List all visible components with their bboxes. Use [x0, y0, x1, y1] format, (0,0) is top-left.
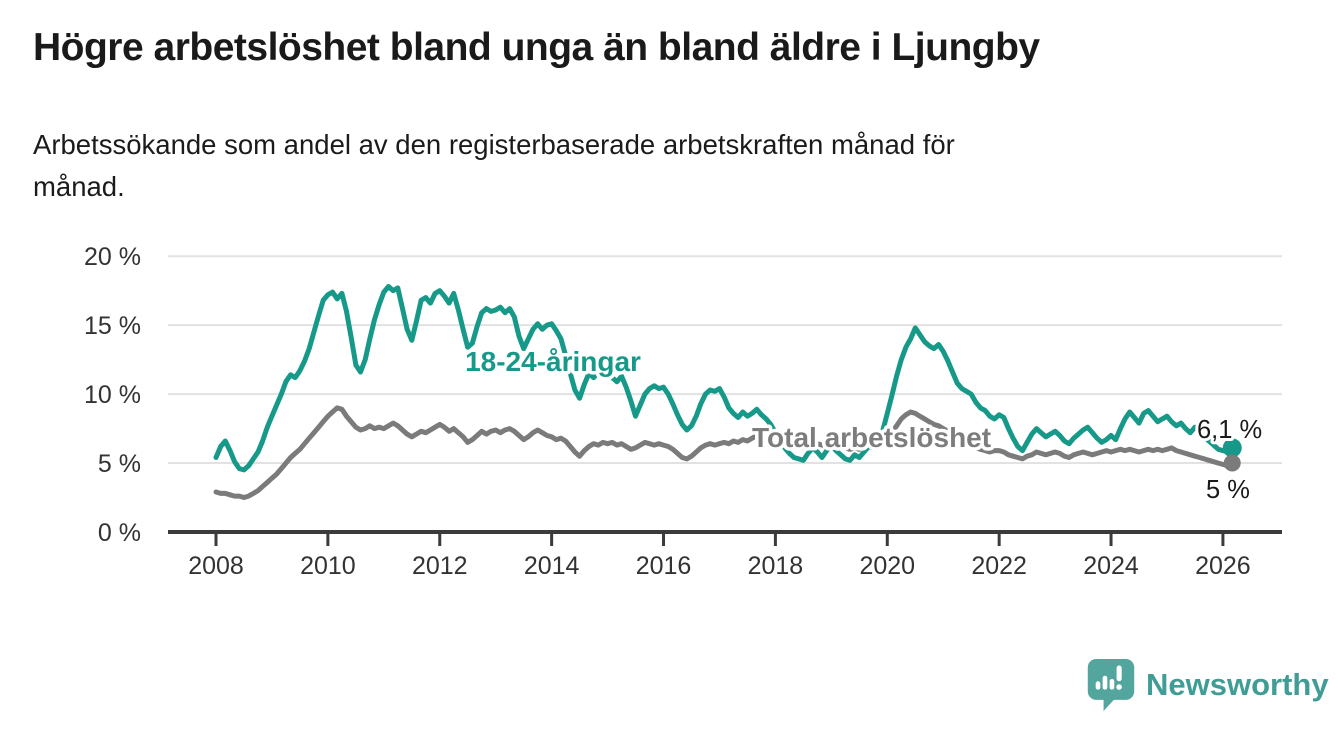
chart-subtitle: Arbetssökande som andel av den registerb…	[33, 124, 1253, 208]
x-axis-label: 2010	[300, 552, 356, 580]
x-axis-label: 2016	[636, 552, 692, 580]
series-line-18-24-åringar	[213, 284, 1235, 473]
y-axis-label: 20 %	[84, 243, 141, 271]
series-label-Total arbetslöshet: Total arbetslöshet	[752, 422, 991, 453]
y-axis-label: 15 %	[84, 312, 141, 340]
x-axis-label: 2024	[1083, 552, 1139, 580]
x-axis-label: 2026	[1195, 552, 1251, 580]
chart-subtitle-line1: Arbetssökande som andel av den registerb…	[33, 129, 955, 160]
x-axis-label: 2018	[748, 552, 804, 580]
y-axis-label: 0 %	[98, 519, 141, 547]
y-axis-label: 10 %	[84, 381, 141, 409]
series-label-18-24-åringar: 18-24-åringar	[465, 346, 641, 377]
end-value-label-Total arbetslöshet: 5 %	[1206, 476, 1250, 504]
y-axis-label: 5 %	[98, 450, 141, 478]
x-axis-label: 2012	[412, 552, 468, 580]
chart-subtitle-line2: månad.	[33, 170, 125, 202]
series-end-dot-Total arbetslöshet	[1223, 454, 1241, 472]
bar-2	[1102, 675, 1108, 690]
x-axis-label: 2020	[859, 552, 915, 580]
bar-3	[1109, 678, 1115, 690]
chart-title: Högre arbetslöshet bland unga än bland ä…	[33, 26, 1040, 69]
newsworthy-icon	[1087, 659, 1135, 711]
end-value-label-18-24-åringar: 6,1 %	[1197, 416, 1262, 444]
series-end-dot-18-24-åringar	[1222, 438, 1242, 458]
exclamation-dot	[1116, 684, 1122, 690]
series-line-Total arbetslöshet	[213, 405, 1235, 500]
newsworthy-logo: Newsworthy	[1085, 655, 1329, 715]
exclamation-bar	[1116, 665, 1122, 682]
x-axis-label: 2014	[524, 552, 580, 580]
x-axis-label: 2022	[971, 552, 1027, 580]
bar-1	[1095, 681, 1101, 690]
newsworthy-wordmark: Newsworthy	[1146, 667, 1329, 702]
x-axis-label: 2008	[188, 552, 244, 580]
